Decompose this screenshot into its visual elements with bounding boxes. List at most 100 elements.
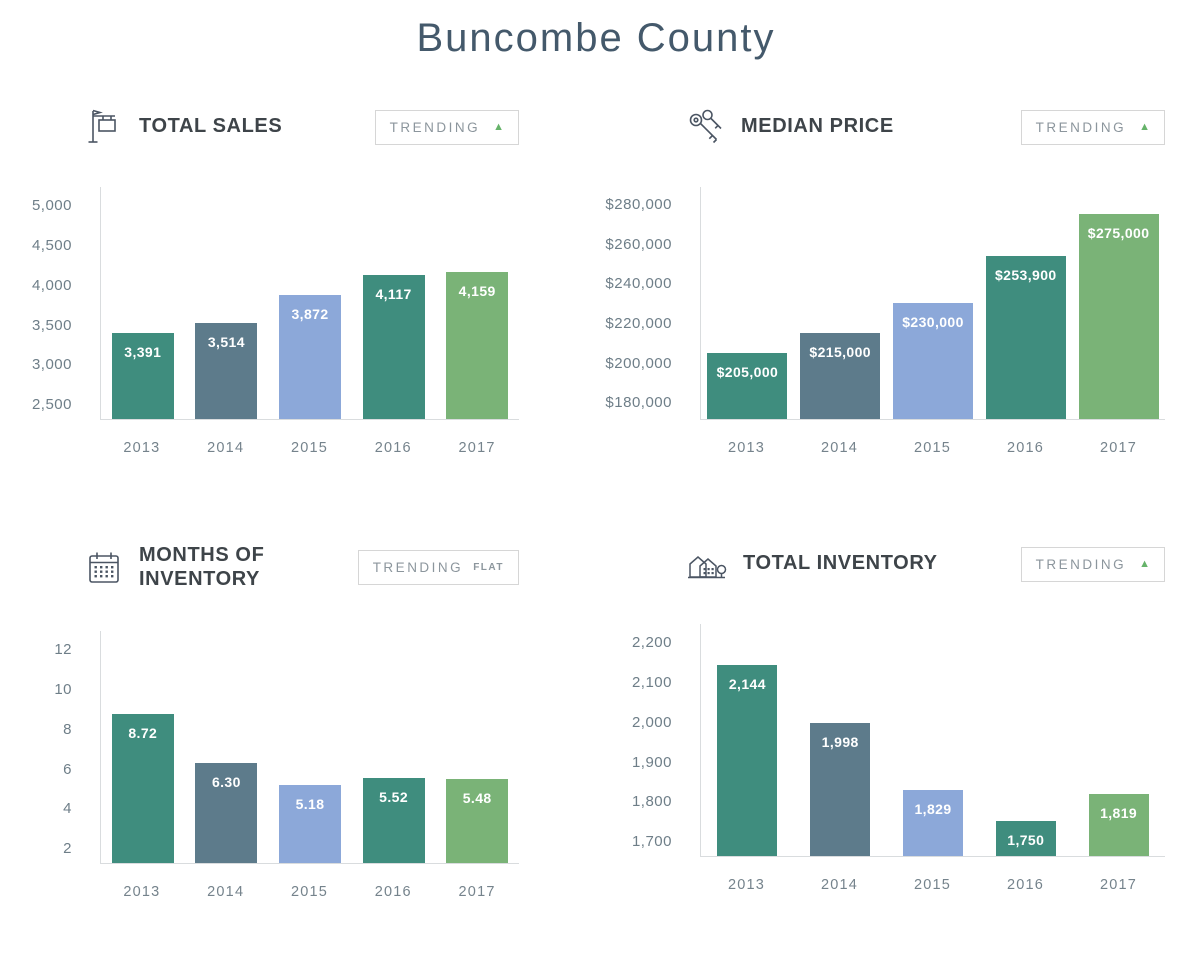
y-tick-label: $280,000 <box>605 195 672 213</box>
y-tick-label: 3,500 <box>31 316 72 334</box>
x-tick-label: 2014 <box>820 877 859 893</box>
trending-label: TRENDING <box>389 119 481 135</box>
trending-label: TRENDING <box>372 560 464 576</box>
trending-badge: TRENDING ▲ <box>1020 546 1165 582</box>
panel-months-of-inventory: MONTHS OF INVENTORY TRENDING FLAT 2 4 6 8 10… <box>14 544 519 900</box>
bar-2015: 1,829 <box>903 789 963 856</box>
x-tick-label: 2017 <box>1099 440 1138 456</box>
x-tick-label: 2015 <box>913 877 952 893</box>
y-tick-label: $180,000 <box>605 394 672 412</box>
bar-2014: 3,514 <box>195 323 258 419</box>
x-tick-label: 2013 <box>727 440 766 456</box>
panel-header-months-of-inventory: MONTHS OF INVENTORY TRENDING FLAT <box>14 544 519 591</box>
months-of-inventory-chart: 2 4 6 8 10 12 8.72 6.30 5.18 5.52 5.48 2013 2014 20… <box>14 631 519 900</box>
x-axis: 2013 2014 2015 2016 2017 <box>700 440 1165 456</box>
total-sales-chart: 2,500 3,000 3,500 4,000 4,500 5,000 3,391 3,51… <box>14 187 519 456</box>
panel-median-price: MEDIAN PRICE TRENDING ▲ $180,000 $200,000… <box>580 107 1165 456</box>
houses-tree-icon <box>682 544 730 584</box>
trending-badge: TRENDING FLAT <box>357 550 519 586</box>
panel-title: TOTAL INVENTORY <box>743 552 938 575</box>
y-tick-label: 10 <box>54 681 72 698</box>
x-tick-label: 2015 <box>290 884 329 901</box>
bar-value-label: 3,514 <box>207 334 245 351</box>
trend-up-icon: ▲ <box>1139 120 1150 133</box>
bar-value-label: $275,000 <box>1087 224 1150 241</box>
y-tick-label: 2,100 <box>631 674 672 691</box>
page-title: Buncombe County <box>416 16 776 60</box>
bar-2017: 4,159 <box>446 272 509 419</box>
bar-value-label: 2,144 <box>728 675 766 692</box>
x-tick-label: 2013 <box>727 877 766 893</box>
y-tick-label: 4,000 <box>31 276 72 294</box>
bar-2013: 2,144 <box>717 664 778 856</box>
bar-value-label: 1,829 <box>914 800 952 817</box>
bar-2013: 8.72 <box>111 714 174 864</box>
bar-2014: 6.30 <box>195 762 258 864</box>
panel-total-inventory: TOTAL INVENTORY TRENDING ▲ 1,700 1,800 1,9… <box>580 544 1165 900</box>
trending-label: TRENDING <box>1035 556 1127 572</box>
calendar-icon <box>82 548 126 588</box>
bar-value-label: 4,117 <box>375 286 412 303</box>
bar-value-label: 5.18 <box>295 795 325 812</box>
x-tick-label: 2016 <box>1006 440 1045 456</box>
dashboard-grid: TOTAL SALES TRENDING ▲ 2,500 3,000 3,500 4,… <box>0 107 1192 900</box>
bar-2016: 4,117 <box>362 275 425 419</box>
trending-badge: TRENDING ▲ <box>1020 109 1165 145</box>
median-price-chart: $180,000 $200,000 $220,000 $240,000 $260,000… <box>580 187 1165 456</box>
panel-total-sales: TOTAL SALES TRENDING ▲ 2,500 3,000 3,500 4,… <box>14 107 519 456</box>
bar-2015: $230,000 <box>893 303 973 419</box>
bar-2016: 1,750 <box>995 821 1056 856</box>
y-axis: 2 4 6 8 10 12 <box>14 631 100 864</box>
bar-2015: 5.18 <box>279 784 341 864</box>
y-tick-label: $240,000 <box>605 275 672 293</box>
y-tick-label: 8 <box>63 720 72 738</box>
y-tick-label: 1,700 <box>631 832 672 850</box>
y-tick-label: 3,000 <box>31 356 72 374</box>
y-tick-label: 1,800 <box>631 793 672 811</box>
bar-value-label: 3,391 <box>124 344 162 361</box>
x-tick-label: 2017 <box>458 440 496 456</box>
x-tick-label: 2013 <box>123 884 161 901</box>
bar-2016: 5.52 <box>362 778 425 864</box>
y-tick-label: 2 <box>63 840 72 858</box>
plot-area: 8.72 6.30 5.18 5.52 5.48 <box>100 631 519 865</box>
bar-value-label: 1,998 <box>821 733 859 750</box>
y-tick-label: 1,900 <box>631 753 672 771</box>
panel-header-median-price: MEDIAN PRICE TRENDING ▲ <box>580 107 1165 147</box>
bar-value-label: 6.30 <box>211 773 241 790</box>
bar-2014: $215,000 <box>800 332 881 419</box>
bar-2017: 1,819 <box>1088 793 1149 856</box>
trend-flat-label: FLAT <box>473 562 504 574</box>
bar-value-label: 8.72 <box>128 725 158 742</box>
bar-2017: 5.48 <box>446 779 509 864</box>
panel-title: TOTAL SALES <box>139 115 283 138</box>
x-tick-label: 2016 <box>374 884 412 901</box>
x-tick-label: 2014 <box>207 884 245 901</box>
keys-icon <box>682 107 728 147</box>
bar-value-label: 3,872 <box>291 305 329 322</box>
y-tick-label: 6 <box>63 760 72 778</box>
total-inventory-chart: 1,700 1,800 1,900 2,000 2,100 2,200 2,144 1,99… <box>580 624 1165 893</box>
bar-value-label: 4,159 <box>458 283 496 300</box>
x-axis: 2013 2014 2015 2016 2017 <box>100 440 519 456</box>
bar-value-label: $215,000 <box>809 343 871 360</box>
bar-2013: $205,000 <box>707 352 788 419</box>
x-tick-label: 2014 <box>820 440 859 456</box>
trending-label: TRENDING <box>1035 119 1127 135</box>
bar-2014: 1,998 <box>810 722 871 856</box>
x-axis: 2013 2014 2015 2016 2017 <box>100 884 519 900</box>
x-tick-label: 2013 <box>123 440 161 456</box>
panel-header-total-inventory: TOTAL INVENTORY TRENDING ▲ <box>580 544 1165 584</box>
y-tick-label: 12 <box>54 641 72 659</box>
y-axis: 2,500 3,000 3,500 4,000 4,500 5,000 <box>14 187 100 420</box>
x-tick-label: 2015 <box>913 440 952 456</box>
plot-area: $205,000 $215,000 $230,000 $253,900 $275,000 <box>700 187 1165 420</box>
x-axis: 2013 2014 2015 2016 2017 <box>700 877 1165 893</box>
y-tick-label: 4 <box>63 800 72 818</box>
panel-title: MEDIAN PRICE <box>741 115 894 138</box>
bar-value-label: $253,900 <box>995 266 1057 283</box>
bar-2017: $275,000 <box>1078 213 1159 419</box>
x-tick-label: 2015 <box>290 440 329 456</box>
trending-badge: TRENDING ▲ <box>374 109 519 145</box>
bar-2016: $253,900 <box>985 255 1066 419</box>
